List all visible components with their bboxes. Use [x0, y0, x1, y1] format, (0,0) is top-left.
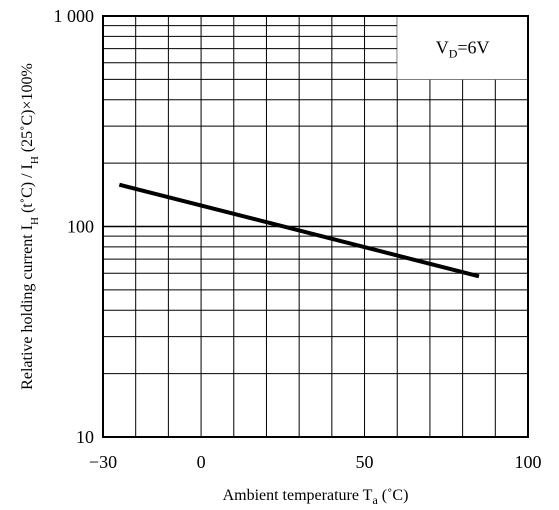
annotation-box: [397, 16, 528, 80]
y-axis-label-subscript: H: [29, 217, 41, 225]
y-tick-labels: 10 100 1 000: [54, 6, 95, 447]
y-axis-label-part: (t˚C) / I: [19, 164, 36, 217]
y-axis-label: Relative holding current IH (t˚C) / IH (…: [19, 63, 41, 390]
annotation-label: VD=6V: [436, 38, 490, 61]
y-tick-label: 10: [76, 427, 94, 447]
x-tick-labels: −30 0 50 100: [89, 452, 542, 472]
y-tick-label: 1 000: [54, 6, 95, 26]
y-axis-label-part: Relative holding current I: [19, 225, 36, 390]
y-axis-label-subscript: H: [29, 156, 41, 164]
plot-frame: [102, 15, 529, 438]
series-layer: [118, 182, 480, 279]
x-axis-label: Ambient temperature Ta (˚C): [223, 487, 409, 507]
x-tick-label: 100: [515, 452, 542, 472]
series-line-0: [118, 182, 480, 279]
y-tick-label: 100: [67, 217, 94, 237]
x-tick-label: −30: [89, 452, 117, 472]
x-tick-label: 50: [356, 452, 374, 472]
y-axis-label-part: (25˚C)×100%: [19, 63, 36, 156]
x-tick-label: 0: [197, 452, 206, 472]
